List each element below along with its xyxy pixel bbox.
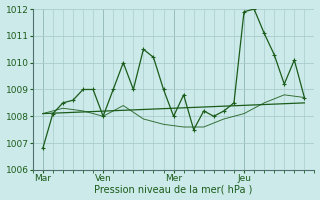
X-axis label: Pression niveau de la mer( hPa ): Pression niveau de la mer( hPa ) [94,184,253,194]
